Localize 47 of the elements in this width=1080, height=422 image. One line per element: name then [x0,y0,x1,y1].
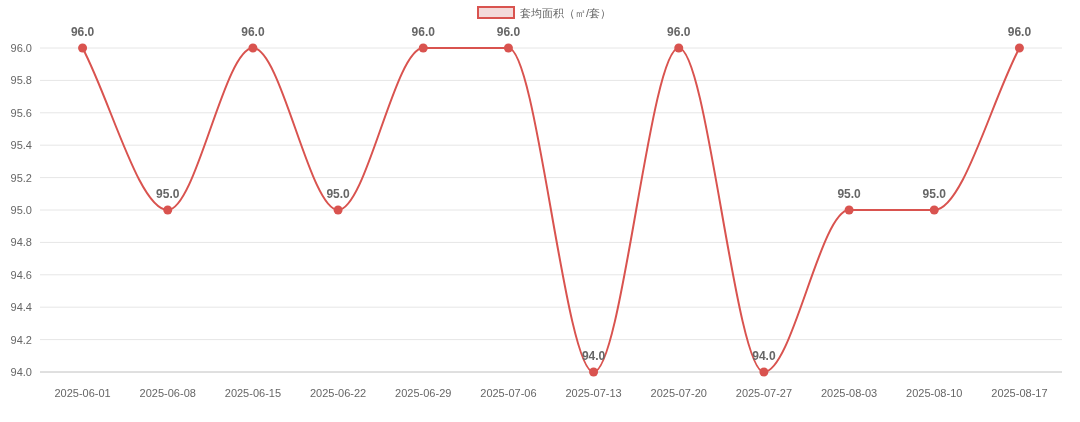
point [163,205,173,215]
point [674,43,684,53]
x-tick-label: 2025-08-17 [991,387,1048,399]
data-label: 95.0 [156,187,180,201]
x-tick-label: 2025-07-20 [650,387,707,399]
y-tick-label: 96.0 [10,42,32,54]
data-label: 95.0 [837,187,862,201]
x-tick-label: 2025-06-08 [139,387,196,399]
x-tick-label: 2025-08-03 [820,387,878,399]
point [1014,43,1024,53]
data-label: 96.0 [70,25,95,39]
data-label: 96.0 [241,25,265,39]
y-tick-label: 94.2 [10,333,32,346]
point [759,367,769,377]
x-tick-label: 2025-06-01 [54,387,111,399]
x-tick-label: 2025-08-10 [906,387,963,399]
y-tick-label: 94.0 [10,366,32,378]
point [844,205,854,215]
data-label: 96.0 [1007,25,1032,39]
point [418,43,428,53]
point [333,205,343,215]
y-tick-label: 95.8 [10,74,32,87]
y-tick-label: 95.2 [10,171,32,184]
data-label: 95.0 [922,187,947,201]
point [248,43,258,53]
x-tick-label: 2025-06-15 [224,387,282,399]
point [929,205,939,215]
data-label: 94.0 [581,349,606,363]
x-tick-label: 2025-07-06 [480,387,537,399]
y-tick-label: 95.4 [10,139,32,152]
x-tick-label: 2025-06-22 [309,387,367,399]
y-tick-label: 94.6 [10,268,32,281]
y-tick-label: 94.4 [10,301,32,314]
x-tick-label: 2025-06-29 [395,387,452,399]
data-label: 96.0 [667,25,691,39]
point [78,43,88,53]
legend-label: 套均面积（㎡/套） [520,7,612,19]
x-tick-label: 2025-07-13 [565,387,622,399]
y-tick-label: 95.6 [10,106,32,119]
x-tick-label: 2025-07-27 [735,387,793,399]
point [589,367,599,377]
point [503,43,513,53]
data-label: 95.0 [326,187,351,201]
y-tick-label: 94.8 [10,236,32,249]
data-label: 96.0 [411,25,436,39]
data-label: 96.0 [496,25,521,39]
y-tick-label: 95.0 [10,204,32,216]
